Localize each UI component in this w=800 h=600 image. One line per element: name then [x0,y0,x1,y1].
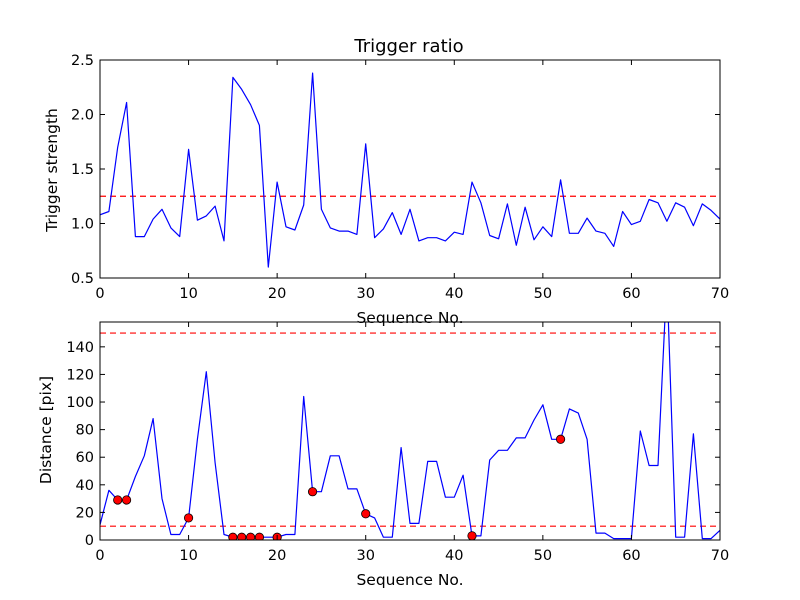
bottom-x-tick-label: 10 [179,548,197,564]
distance-data [100,322,720,540]
bottom-x-tick-label: 40 [445,548,463,564]
top-x-tick-label: 40 [445,286,463,302]
bottom-marker-point [361,509,371,519]
top-x-tick-label: 20 [268,286,286,302]
top-series-line [100,72,720,268]
top-y-tick-label: 2.5 [71,53,94,69]
top-y-tick-label: 2.0 [71,108,94,124]
top-x-tick-label: 50 [534,286,552,302]
bottom-x-tick-label: 60 [622,548,640,564]
bottom-y-tick-label: 0 [85,533,94,549]
top-x-tick-label: 70 [711,286,729,302]
bottom-marker-point [228,532,238,540]
bottom-marker-point [555,434,566,444]
bottom-axes-frame [99,321,721,541]
top-x-tick-label: 10 [179,286,197,302]
top-x-tick-label: 60 [622,286,640,302]
bottom-x-tick-label: 50 [534,548,552,564]
bottom-plot-area [100,322,720,540]
bottom-series-line [100,322,720,540]
top-axis-ticks: 0 10 20 30 40 50 60 70 0.5 1.0 1.5 2.0 2.5 [71,53,729,302]
bottom-marker-point [254,532,265,540]
bottom-y-tick-label: 60 [76,450,94,466]
top-x-tick-label: 30 [356,286,374,302]
bottom-marker-point [121,495,132,505]
top-plot-area [100,72,720,268]
chart-title: Trigger ratio [353,36,463,57]
bottom-y-axis-label: Distance [pix] [37,376,55,484]
bottom-y-tick-label: 20 [76,505,94,521]
bottom-marker-point [113,495,123,505]
top-y-axis-label: Trigger strength [43,108,61,233]
bottom-y-tick-label: 80 [76,423,94,439]
bottom-x-tick-label: 30 [356,548,374,564]
top-y-tick-label: 1.5 [71,162,94,178]
bottom-x-axis-label: Sequence No. [356,571,463,589]
bottom-marker-point [307,487,318,497]
top-x-axis-label: Sequence No. [356,309,463,327]
top-y-tick-label: 1.0 [71,217,94,233]
bottom-marker-point [237,532,247,540]
bottom-x-tick-label: 20 [268,548,286,564]
bottom-marker-point [245,532,256,540]
bottom-y-tick-label: 140 [66,340,94,356]
bottom-x-tick-label: 70 [711,548,729,564]
bottom-axis-ticks: 0 10 20 30 40 50 60 70 0 20 40 60 80 100 120 140 [66,322,729,564]
distance-plot: 0 10 20 30 40 50 60 70 0 20 40 60 80 100 120 140 Sequen… [37,321,729,589]
bottom-y-tick-label: 100 [66,395,94,411]
bottom-marker-point [183,513,194,523]
bottom-y-tick-label: 40 [76,478,94,494]
bottom-marker-point [467,531,477,540]
top-x-tick-label: 0 [95,286,104,302]
trigger-ratio-data [100,72,720,268]
bottom-x-tick-label: 0 [95,548,104,564]
top-y-tick-label: 0.5 [71,271,94,287]
bottom-y-tick-label: 120 [66,367,94,383]
